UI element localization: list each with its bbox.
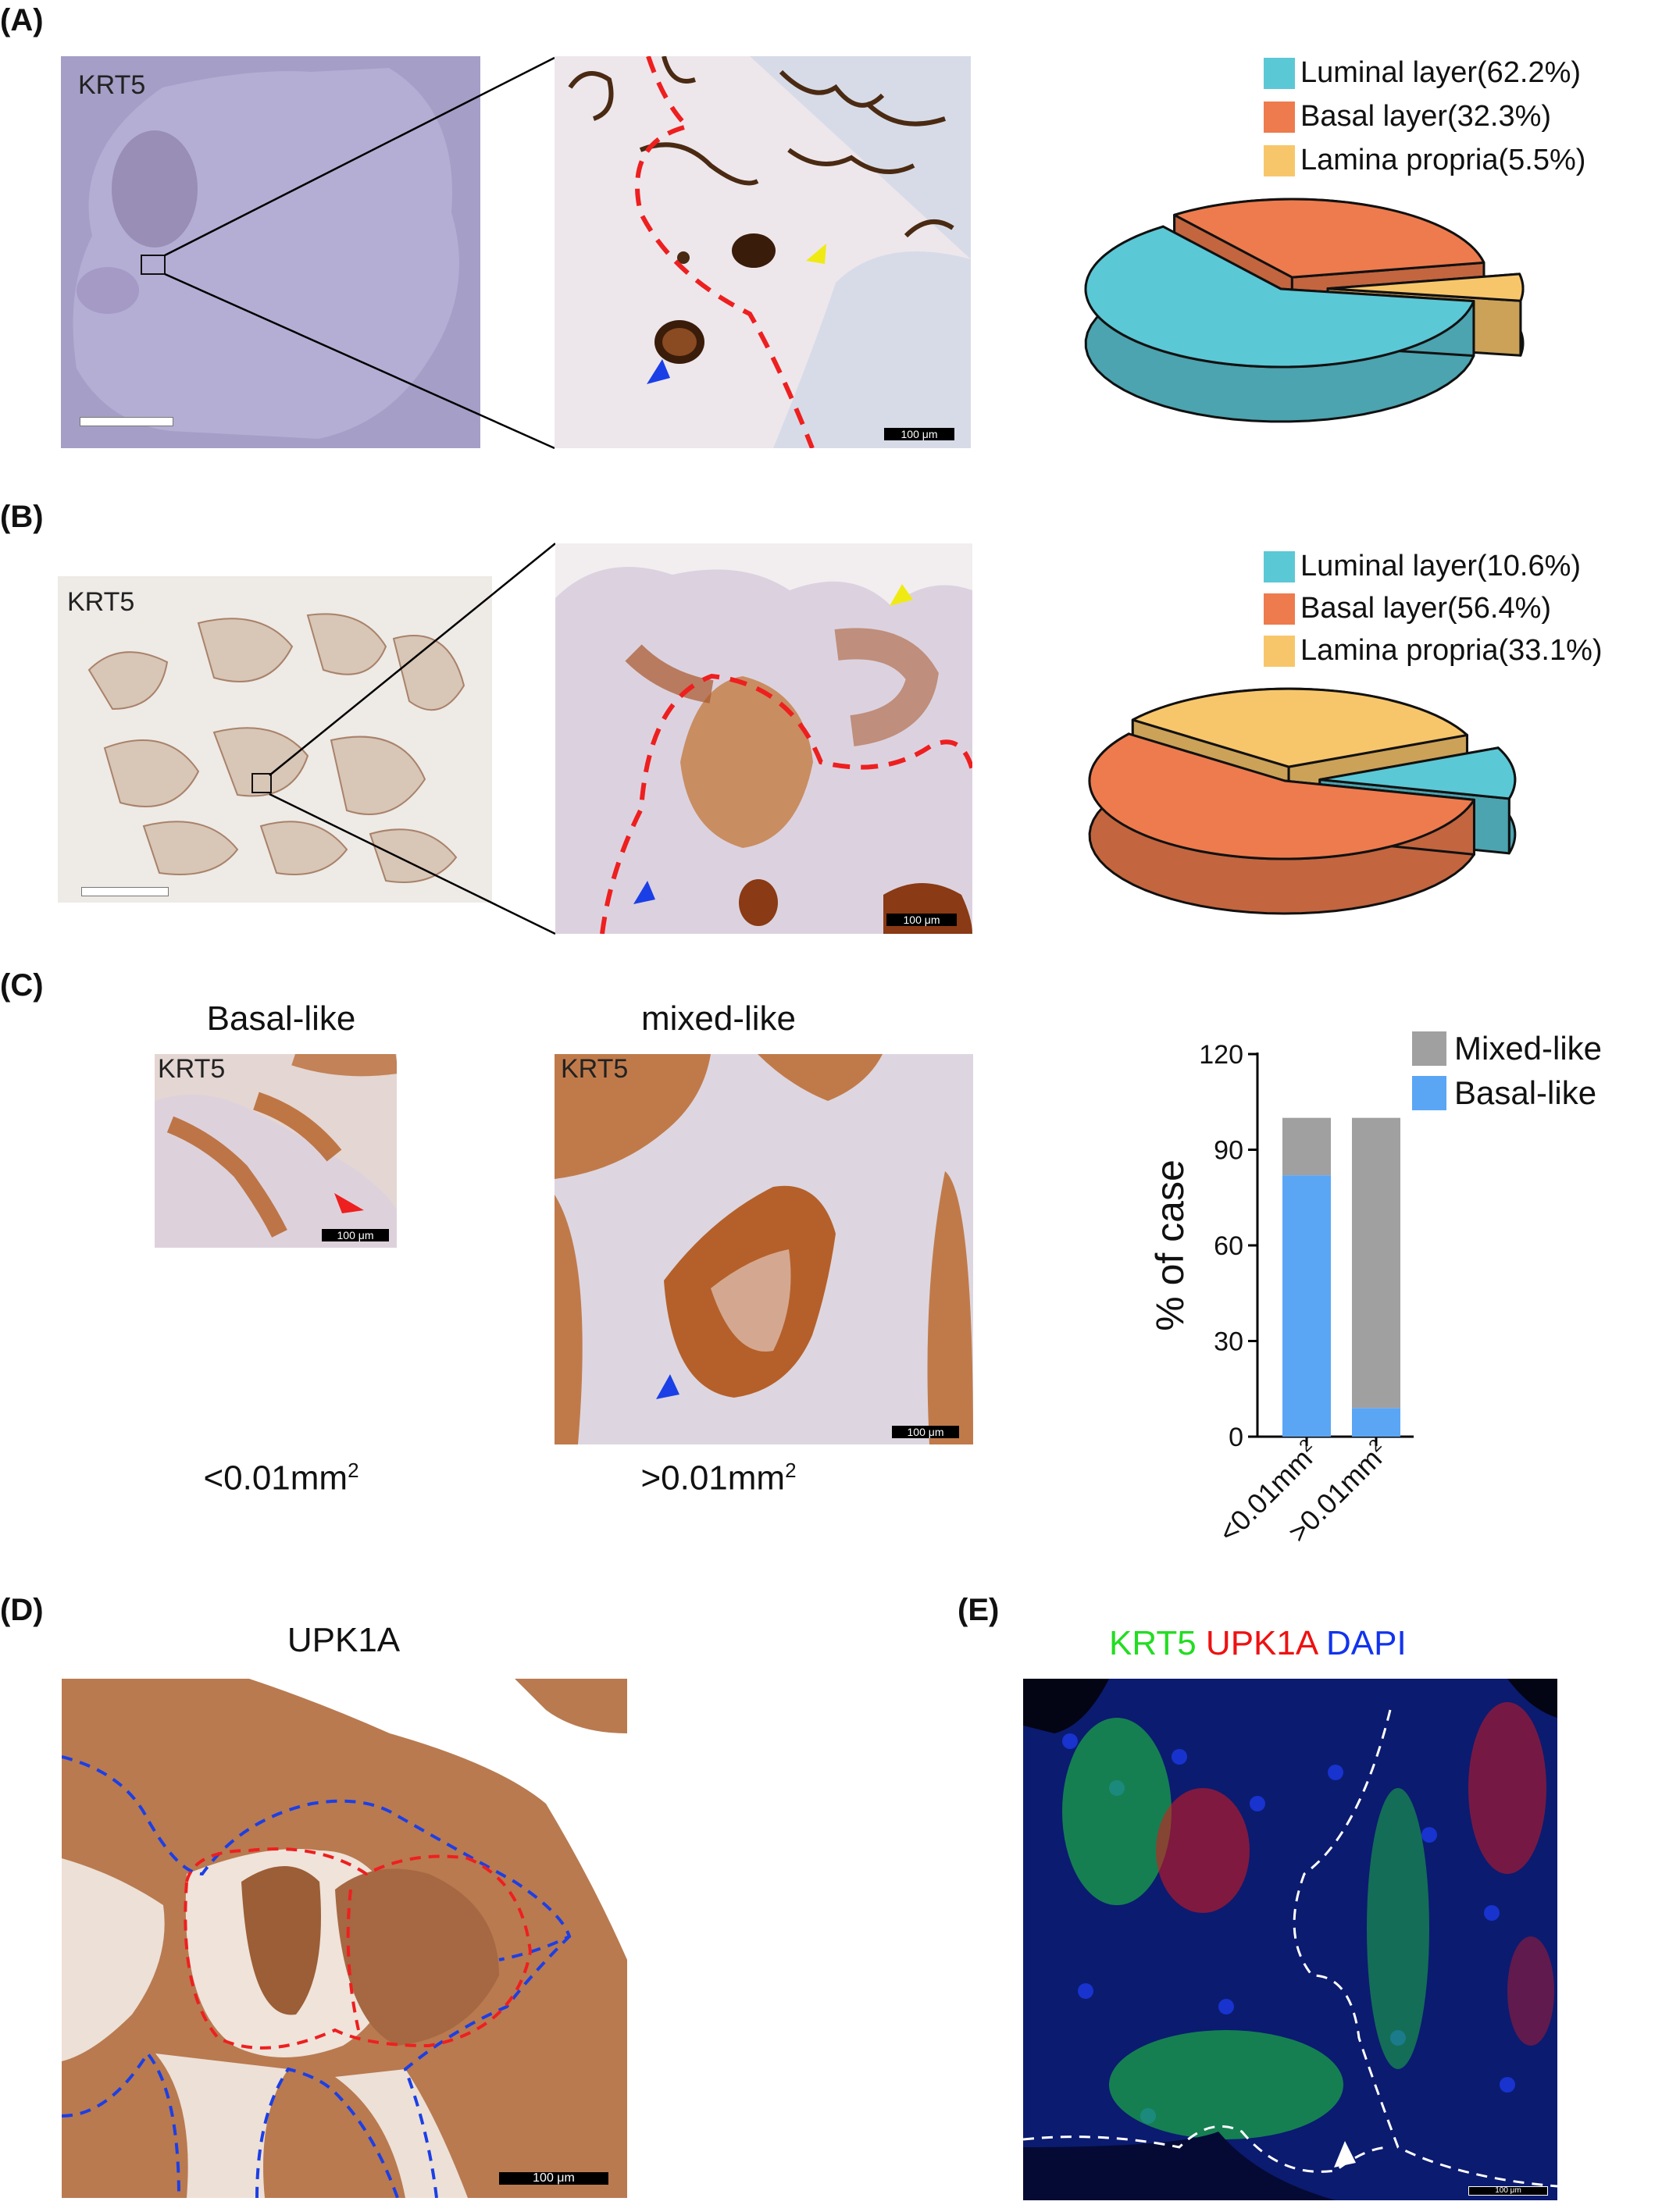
panel-a-image-label: KRT5 xyxy=(78,70,146,100)
panel-d-title: UPK1A xyxy=(287,1621,401,1659)
basal-like-area-caption-text: <0.01mm xyxy=(203,1459,348,1498)
panel-b-image-label: KRT5 xyxy=(67,587,135,617)
panel-a-overview-image: KRT5 xyxy=(61,56,480,448)
panel-c-letter: (C) xyxy=(0,968,44,1003)
y-tick-label: 120 xyxy=(1199,1040,1243,1070)
bar-basal-like-2 xyxy=(1352,1408,1400,1437)
basal-like-area-caption: <0.01mm2 xyxy=(156,1459,406,1498)
mixed-like-title: mixed-like xyxy=(640,999,797,1038)
tissue-overview-b xyxy=(87,613,465,883)
legend-swatch-lamina-b xyxy=(1264,636,1295,667)
basal-like-image: KRT5 100 μm xyxy=(155,1054,397,1248)
y-tick-label: 0 xyxy=(1229,1423,1243,1452)
legend-swatch-basal-a xyxy=(1264,102,1295,133)
panel-a-letter: (A) xyxy=(0,3,44,37)
mixed-like-image: KRT5 100 μm xyxy=(555,1054,973,1444)
mixed-like-image-label: KRT5 xyxy=(561,1054,629,1084)
mixed-like-area-caption: >0.01mm2 xyxy=(594,1459,843,1498)
mixed-like-scale-bar: 100 μm xyxy=(892,1426,959,1438)
panel-e-title-upk1a: UPK1A xyxy=(1205,1624,1317,1662)
panel-b-zoom-image: 100 μm xyxy=(555,543,972,934)
basal-like-title: Basal-like xyxy=(206,999,356,1038)
bar-basal-like-1 xyxy=(1282,1175,1331,1437)
tissue-basal-like xyxy=(155,1054,397,1248)
pie-chart-b xyxy=(1088,687,1517,915)
bar-legend-swatch-1 xyxy=(1412,1076,1446,1110)
panel-b-overview-scale-bar xyxy=(81,887,169,896)
x-tick-label-sup: 2 xyxy=(1364,1435,1385,1455)
y-axis-label: % of case xyxy=(1148,1159,1192,1331)
y-tick-label: 90 xyxy=(1214,1136,1243,1166)
legend-label-basal-b: Basal layer(56.4%) xyxy=(1300,592,1552,625)
pie-a-slice-luminal-layer xyxy=(1084,225,1475,423)
legend-label-lamina-a: Lamina propria(5.5%) xyxy=(1300,144,1586,176)
y-tick-label: 60 xyxy=(1214,1231,1243,1261)
panel-e-title-dapi: DAPI xyxy=(1326,1624,1407,1662)
x-tick-label-sup: 2 xyxy=(1295,1435,1315,1455)
legend-swatch-lamina-a xyxy=(1264,145,1295,176)
panel-d-scale-bar: 100 μm xyxy=(499,2172,608,2185)
mixed-like-area-caption-sup: 2 xyxy=(785,1459,797,1482)
tissue-zoom-a xyxy=(555,56,971,448)
bar-legend-label-1: Basal-like xyxy=(1454,1074,1596,1111)
tissue-zoom-b xyxy=(555,543,972,934)
legend-label-luminal-b: Luminal layer(10.6%) xyxy=(1300,550,1582,582)
panel-e-image: 100 μm xyxy=(1023,1679,1557,2200)
bar-mixed-like-2 xyxy=(1352,1117,1400,1409)
panel-e-title: KRT5 UPK1A DAPI xyxy=(1109,1624,1407,1663)
panel-d-image: 100 μm xyxy=(62,1679,627,2198)
tissue-mixed-like xyxy=(555,1054,973,1444)
legend-swatch-luminal-a xyxy=(1264,58,1295,89)
panel-e-letter: (E) xyxy=(958,1593,1000,1627)
y-tick-label: 30 xyxy=(1214,1327,1243,1357)
zoom-lines-a xyxy=(164,56,555,450)
tissue-overview-a xyxy=(73,68,459,439)
tissue-upk1a xyxy=(62,1679,627,2198)
bar-legend-swatch-0 xyxy=(1412,1031,1446,1066)
panel-d-letter: (D) xyxy=(0,1593,44,1627)
legend-label-lamina-b: Lamina propria(33.1%) xyxy=(1300,634,1603,667)
legend-swatch-basal-b xyxy=(1264,593,1295,625)
panel-e-title-krt5: KRT5 xyxy=(1109,1624,1197,1662)
legend-swatch-luminal-b xyxy=(1264,551,1295,582)
basal-like-scale-bar: 100 μm xyxy=(322,1229,389,1241)
bar-mixed-like-1 xyxy=(1282,1117,1331,1176)
legend-label-basal-a: Basal layer(32.3%) xyxy=(1300,100,1552,133)
pie-chart-a xyxy=(1084,198,1525,423)
panel-b-zoom-scale-bar: 100 μm xyxy=(886,914,957,926)
bar-legend-label-0: Mixed-like xyxy=(1454,1030,1602,1067)
basal-like-image-label: KRT5 xyxy=(158,1054,226,1084)
panel-b-overview-image: KRT5 xyxy=(58,576,492,903)
panel-a-zoom-scale-bar: 100 μm xyxy=(884,428,954,440)
pie-b-slice-basal-layer xyxy=(1088,732,1475,915)
basal-like-area-caption-sup: 2 xyxy=(348,1459,359,1482)
panel-a-overview-scale-bar xyxy=(80,417,173,426)
panel-b-letter: (B) xyxy=(0,500,44,534)
legend-label-luminal-a: Luminal layer(62.2%) xyxy=(1300,56,1582,89)
mixed-like-area-caption-text: >0.01mm xyxy=(640,1459,786,1498)
fluorescence-image xyxy=(1023,1679,1557,2200)
panel-a-zoom-image: 100 μm xyxy=(555,56,971,448)
panel-e-scale-bar: 100 μm xyxy=(1468,2186,1548,2196)
zoom-lines-b xyxy=(269,543,556,935)
